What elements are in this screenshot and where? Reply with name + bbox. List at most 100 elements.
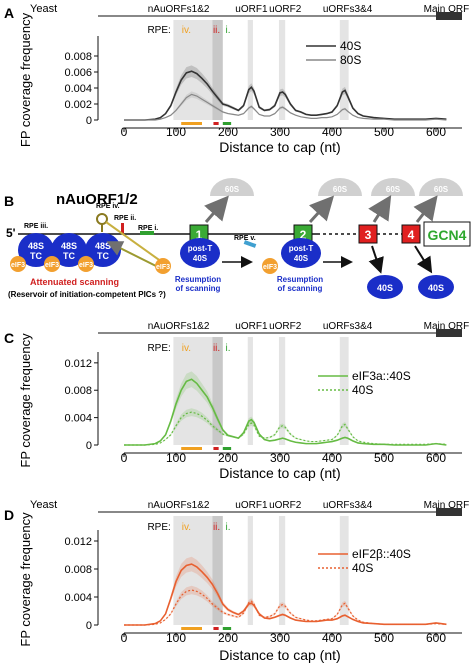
y-tick-label-3: 0.012 [64,358,92,370]
x-tick-label-0: 0 [121,125,128,139]
rpe-label-1: ii. [213,25,220,36]
svg-text:eIF3: eIF3 [156,264,170,271]
five-prime-label: 5' [6,226,16,240]
x-tick-label-3: 300 [270,631,290,645]
y-axis-label: FP coverage frequency [18,12,33,147]
legend-label-1: 40S [352,383,373,397]
uorf-shade-3 [278,20,286,120]
y-tick-label-2: 0.004 [64,83,92,95]
rpe-prefix: RPE: [147,343,170,354]
y-tick-label-1: 0.004 [64,413,92,425]
uorf-shade-2 [247,337,253,445]
svg-text:48S: 48S [61,241,77,251]
header-label-0: nAuORFs1&2 [148,500,210,511]
legend-label-0: eIF3a::40S [352,369,411,383]
x-tick-label-1: 100 [166,451,186,465]
rpe-bar-1 [213,447,219,450]
uorf-shade-2 [247,516,253,625]
eif3-5: eIF3 [262,258,278,274]
header-label-4: Main ORF [424,500,470,511]
header-label-1: uORF1 [235,321,268,332]
y-tick-label-0: 0 [86,115,92,127]
uorf-shade-0 [173,337,213,445]
x-tick-label-1: 100 [166,125,186,139]
panel-letter-b: B [4,193,14,209]
svg-text:post-T: post-T [289,244,314,253]
rpe-prefix: RPE: [147,25,170,36]
uorf3-label: 3 [365,228,372,242]
x-tick-label-3: 300 [270,125,290,139]
svg-text:40S: 40S [294,254,309,263]
svg-text:eIF3: eIF3 [45,262,59,269]
header-label-3: uORFs3&4 [323,4,373,15]
chart-panel-d: Yeast nAuORFs1&2 uORF1 uORF2 uORFs3&4 Main OR… [18,499,469,663]
arrow-60s-3 [368,194,392,223]
y-axis-label: FP coverage frequency [18,512,33,647]
eif3-2: eIF3 [44,256,60,272]
series-line-0 [124,70,447,121]
svg-text:TC: TC [63,251,75,261]
svg-text:TC: TC [97,251,109,261]
y-tick-label-3: 0.012 [64,536,92,548]
eif3-1: eIF3 [10,256,26,272]
uorf-shade-0 [173,20,213,120]
rpe-label-0: iv. [182,343,191,354]
rpe-iv-label: RPE iv. [96,203,120,210]
x-tick-label-4: 400 [322,631,342,645]
y-tick-label-3: 0.006 [64,67,92,79]
header-label-2: uORF2 [269,500,302,511]
rpe-label-1: ii. [213,343,220,354]
svg-text:60S: 60S [386,185,401,194]
x-tick-label-5: 500 [374,451,394,465]
panel-letter-a: A [4,5,14,21]
rpe-ii-mark [121,223,124,234]
header-label-0: nAuORFs1&2 [148,321,210,332]
header-label-1: uORF1 [235,4,268,15]
x-tick-label-0: 0 [121,631,128,645]
x-axis-label: Distance to cap (nt) [219,465,340,481]
svg-text:60S: 60S [225,185,240,194]
rpe-label-2: i. [226,25,231,36]
uorf2-label: 2 [300,228,307,242]
series-line-0 [124,563,447,626]
uorf-shade-2 [247,20,253,120]
uorf3-box [358,224,378,244]
gcn4-label: GCN4 [428,227,467,243]
series-line-1 [124,411,447,446]
rpe-label-2: i. [226,343,231,354]
arrow-60s-1 [204,195,229,223]
organism-label: Yeast [30,499,57,511]
rpe-bar-2 [222,627,232,630]
header-label-2: uORF2 [269,4,302,15]
svg-text:eIF3: eIF3 [11,262,25,269]
y-tick-label-4: 0.008 [64,51,92,63]
post-t-40s-2: post-T 40S [281,238,321,268]
feedback-arrow-yellow [105,221,163,263]
legend-label-0: 40S [340,39,361,53]
x-axis-label: Distance to cap (nt) [219,139,340,155]
attenuated-label: Attenuated scanning [30,277,119,287]
rpe-i-label: RPE i. [138,225,158,232]
series-band-0 [124,371,447,445]
uorf-shade-1 [212,20,223,120]
released-40s-1-label: 40S [377,283,393,293]
svg-text:40S: 40S [193,254,208,263]
released-40s-1 [367,275,403,299]
y-tick-label-1: 0.002 [64,99,92,111]
series-line-0 [124,378,447,446]
gcn4-box [423,221,471,247]
rpe-bar-1 [213,627,219,630]
svg-text:TC: TC [30,251,42,261]
resumption-label-2b: of scanning [278,284,323,293]
post-t-40s-1: post-T 40S [180,238,220,268]
rpe-bar-0 [181,627,202,630]
rpe-ii-label: RPE ii. [114,215,136,222]
organism-label: Yeast [30,3,57,15]
rpe-v-mark [243,240,257,248]
arrow-60s-2 [308,195,335,224]
eif3-3: eIF3 [78,256,94,272]
x-tick-label-2: 200 [218,451,238,465]
rpe-prefix: RPE: [147,522,170,533]
y-axis-label: FP coverage frequency [18,333,33,468]
svg-text:eIF3: eIF3 [263,264,277,271]
